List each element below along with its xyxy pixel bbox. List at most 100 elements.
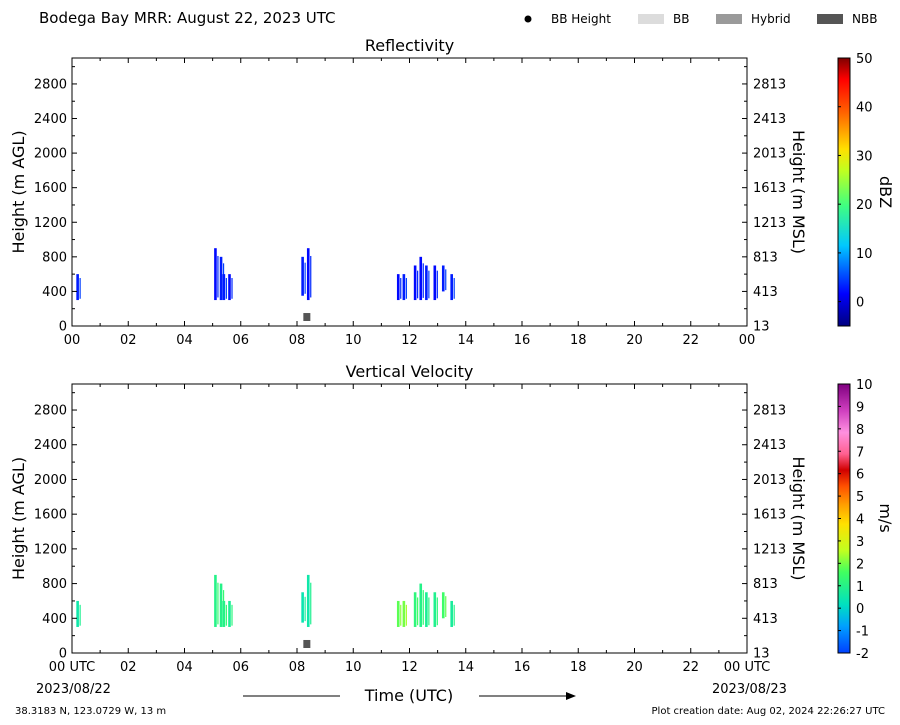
echo-column [231, 278, 233, 299]
echo-column [310, 582, 312, 625]
echo-column [436, 270, 438, 299]
colorbar-tick-label: -2 [856, 647, 869, 662]
echo-column [231, 604, 233, 626]
y-tick-label-right: 13 [753, 320, 770, 335]
y-axis-label-right: Height (m MSL) [789, 130, 808, 254]
echo-column [214, 248, 217, 301]
echo-column [450, 600, 453, 627]
echo-column [433, 592, 437, 627]
x-tick-label: 00 UTC [724, 660, 770, 675]
x-tick-label: 02 [120, 660, 137, 675]
y-tick-label-right: 1613 [753, 181, 786, 196]
x-tick-label: 00 [64, 333, 81, 348]
colorbar-tick-label: 5 [856, 490, 864, 505]
echo-column [413, 265, 417, 301]
colorbar-tick-label: 20 [856, 198, 873, 213]
y-tick-label-right: 2813 [753, 404, 786, 419]
echo-column [304, 596, 306, 622]
echo-column [417, 270, 419, 299]
echo-column [402, 600, 406, 627]
colorbar-tick-label: 30 [856, 149, 873, 164]
y-tick-label: 400 [42, 612, 67, 627]
y-axis-label: Height (m AGL) [9, 457, 28, 580]
echo-column [400, 278, 402, 299]
echo-column [453, 604, 455, 626]
x-tick-label: 14 [457, 333, 474, 348]
y-tick-label: 800 [42, 250, 67, 265]
colorbar-tick-label: 40 [856, 101, 873, 116]
x-tick-label: 00 [739, 333, 756, 348]
echo-column [225, 604, 227, 626]
legend-label-0: BB Height [551, 12, 611, 26]
y-tick-label: 2000 [34, 473, 67, 488]
colorbar-label: m/s [876, 503, 895, 532]
colorbar-tick-label: 2 [856, 557, 864, 572]
plot-frame [71, 383, 748, 654]
echo-column [441, 592, 445, 619]
time-arrow-head [566, 692, 576, 700]
location-label: 38.3183 N, 123.0729 W, 13 m [15, 706, 166, 717]
panel-title: Vertical Velocity [346, 362, 474, 381]
echo-column [79, 278, 81, 299]
echo-column [301, 256, 304, 296]
echo-column [441, 265, 445, 292]
y-tick-label-right: 2013 [753, 147, 786, 162]
colorbar-tick-label: 9 [856, 400, 864, 415]
echo-column [400, 604, 402, 626]
echo-column [413, 592, 417, 627]
echo-column [419, 256, 423, 301]
echo-column [396, 600, 400, 627]
x-tick-label: 14 [457, 660, 474, 675]
y-tick-label-right: 1213 [753, 542, 786, 557]
echo-column [79, 604, 81, 626]
echo-column [402, 274, 406, 301]
y-tick-label: 2800 [34, 404, 67, 419]
echo-column [310, 255, 312, 298]
legend-swatch-2 [716, 14, 742, 24]
echo-column [219, 256, 223, 301]
echo-column [433, 265, 437, 301]
y-tick-label-right: 413 [753, 285, 778, 300]
start-date-label: 2023/08/22 [36, 682, 111, 697]
y-tick-label: 1600 [34, 181, 67, 196]
x-tick-label: 04 [176, 333, 193, 348]
echo-column [222, 600, 226, 627]
y-tick-label-right: 2813 [753, 77, 786, 92]
x-tick-label: 00 UTC [49, 660, 95, 675]
echo-column [428, 270, 430, 299]
y-tick-label-right: 813 [753, 577, 778, 592]
echo-column [428, 597, 430, 626]
echo-column [214, 574, 217, 627]
x-axis-label: Time (UTC) [364, 686, 453, 705]
legend: BB Height BB Hybrid NBB [524, 12, 877, 26]
y-tick-label: 400 [42, 285, 67, 300]
x-tick-label: 20 [626, 333, 643, 348]
echo-column [222, 274, 226, 301]
creation-date-label: Plot creation date: Aug 02, 2024 22:26:2… [652, 706, 885, 717]
x-tick-label: 10 [345, 660, 362, 675]
x-tick-label: 06 [232, 333, 249, 348]
legend-label-2: Hybrid [751, 12, 791, 26]
echo-column [217, 255, 219, 298]
echo-column [306, 574, 310, 627]
echo-column [228, 274, 231, 301]
legend-swatch-1 [638, 14, 664, 24]
echo-column [450, 274, 453, 301]
echo-column [425, 592, 428, 627]
bb-height-legend-marker [524, 15, 532, 23]
x-tick-label: 04 [176, 660, 193, 675]
y-tick-label: 2400 [34, 438, 67, 453]
echo-column [304, 262, 306, 294]
echo-column [422, 590, 424, 625]
x-tick-label: 10 [345, 333, 362, 348]
nbb-marker [303, 313, 311, 321]
echo-column [419, 583, 423, 627]
x-tick-label: 12 [401, 333, 418, 348]
colorbar [837, 57, 851, 327]
y-tick-label: 1200 [34, 216, 67, 231]
y-tick-label-right: 1613 [753, 508, 786, 523]
echo-column [417, 597, 419, 626]
colorbar-tick-label: 3 [856, 535, 864, 550]
x-tick-label: 16 [514, 660, 531, 675]
